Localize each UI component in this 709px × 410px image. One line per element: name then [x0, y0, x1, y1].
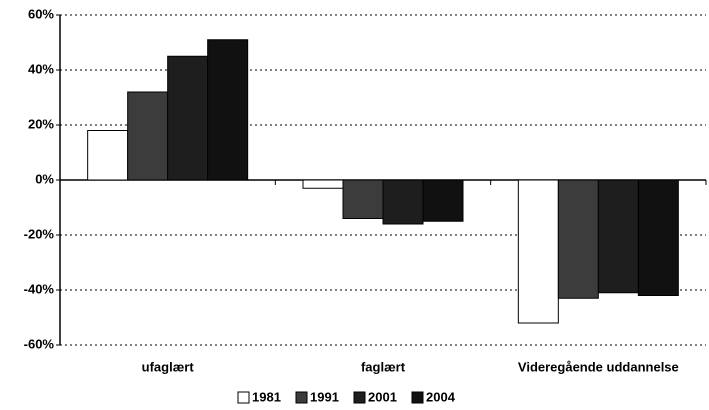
- y-tick-label: 60%: [28, 6, 54, 21]
- bar: [557, 179, 599, 299]
- y-tick-label: -60%: [24, 336, 55, 351]
- bar: [637, 179, 679, 296]
- x-tick-label: faglært: [361, 359, 406, 374]
- legend-label: 1981: [252, 389, 281, 404]
- legend-label: 2001: [368, 389, 397, 404]
- x-tick-label: ufaglært: [142, 359, 195, 374]
- bar: [382, 179, 424, 225]
- bar: [422, 179, 464, 222]
- x-tick-label: Videregående uddannelse: [518, 359, 679, 374]
- legend-swatch: [295, 391, 308, 404]
- y-tick-label: 0%: [35, 171, 54, 186]
- legend-label: 2004: [426, 389, 456, 404]
- bar: [167, 55, 209, 181]
- bar: [597, 179, 639, 294]
- legend-swatch: [237, 391, 250, 404]
- bar: [302, 179, 344, 189]
- bar: [517, 179, 559, 324]
- y-tick-label: -20%: [24, 226, 55, 241]
- y-tick-label: 20%: [28, 116, 54, 131]
- bar: [127, 91, 169, 181]
- y-tick-label: -40%: [24, 281, 55, 296]
- y-tick-label: 40%: [28, 61, 54, 76]
- bar: [342, 179, 384, 219]
- legend-swatch: [411, 391, 424, 404]
- legend-label: 1991: [310, 389, 339, 404]
- bar: [87, 130, 129, 181]
- bar: [207, 39, 249, 181]
- legend-swatch: [353, 391, 366, 404]
